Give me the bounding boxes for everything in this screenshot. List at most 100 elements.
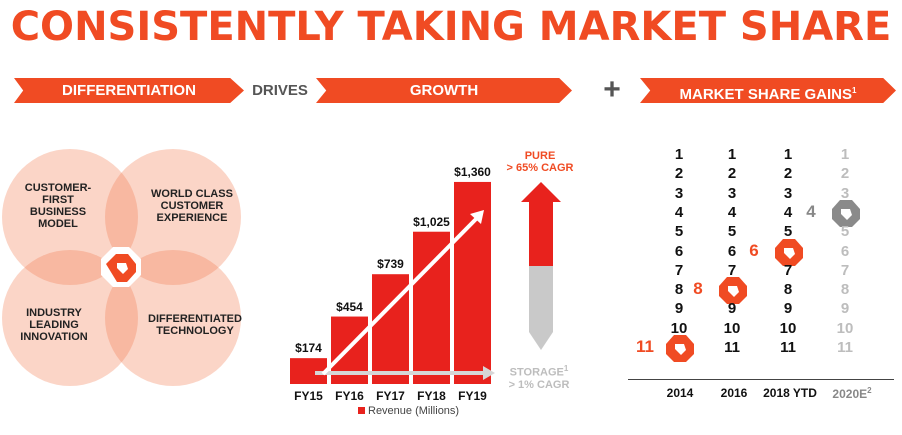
rank-number: 5 [840,223,850,241]
rank-number: 7 [727,261,737,279]
rank-number: 3 [783,184,793,202]
bar-category-label: FY15 [294,389,323,403]
pure-cagr-label: PURE > 65% CAGR [505,150,575,174]
venn-diagram [2,149,241,386]
venn-circle-top-right [105,149,241,285]
market-share-gains-footnote: 1 [852,86,857,95]
pure-cagr-value: > 65% CAGR [506,162,574,174]
rank-number: 1 [674,146,684,163]
rank-number: 8 [674,281,684,299]
revenue-bar-fy19 [454,181,491,384]
legend-swatch [358,407,365,414]
rank-number: 5 [674,223,684,241]
venn-circles [2,149,241,386]
venn-text-bottom-left: INDUSTRY LEADING INNOVATION [20,307,88,343]
rank-number: 9 [674,300,684,318]
rank-number: 5 [783,223,793,241]
bar-value-label: $454 [336,299,363,314]
rank-number: 2 [727,165,737,183]
rank-number: 7 [840,261,850,279]
venn-circle-top-left [2,149,138,285]
rank-number: 3 [840,184,850,202]
year-label: 2020E2 [832,386,872,401]
rank-number: 10 [779,319,797,337]
pure-rank-label: 11 [636,337,654,356]
storage-label: STORAGE [509,366,564,379]
rank-number: 9 [783,300,793,318]
venn-label-differentiated: DIFFERENTIATED TECHNOLOGY [138,313,252,337]
venn-circle-bottom-left [2,250,138,386]
plus-sign: + [603,73,621,106]
rank-number: 3 [674,184,684,202]
pure-trend-line [321,214,481,376]
bar-value-label: $1,360 [454,164,491,179]
rank-number: 4 [674,203,684,221]
page-title: CONSISTENTLY TAKING MARKET SHARE [10,4,892,50]
growth-banner: GROWTH [316,78,572,103]
year-label: 2016 [720,386,748,400]
pure-rank-label: 4 [806,201,816,221]
year-label: 2014 [666,386,694,400]
pure-storage-logo-icon [719,277,747,305]
rank-number: 6 [727,242,737,260]
pure-cagr-arrow [521,182,561,266]
storage-cagr-value: > 1% CAGR [508,378,570,391]
rank-number: 2 [840,165,850,183]
bar-category-label: FY16 [335,389,364,403]
cagr-arrow-graphic [521,182,561,350]
rank-number: 9 [840,300,850,318]
pure-label: PURE [524,150,556,162]
pure-rank-label: 6 [749,240,759,260]
rank-number: 1 [840,146,850,163]
rank-number: 2 [674,165,684,183]
bar-value-label: $739 [377,257,404,272]
rank-number: 4 [783,203,793,221]
storage-cagr-label: STORAGE1 > 1% CAGR [498,363,580,391]
rank-number: 6 [840,242,850,260]
pure-rank-label: 8 [693,279,703,299]
rank-number: 10 [723,319,741,337]
rank-number: 8 [840,281,850,299]
rank-number: 10 [836,319,854,337]
bar-category-label: FY17 [376,389,405,403]
bar-category-label: FY19 [458,389,487,403]
rank-number: 11 [780,339,796,356]
revenue-bar-fy18 [413,231,450,384]
market-share-gains-label: MARKET SHARE GAINS [679,86,853,103]
rank-number: 5 [727,223,737,241]
bar-category-label: FY18 [417,389,446,403]
rank-number: 8 [783,281,793,299]
rank-number: 9 [727,300,737,318]
year-footnote: 2 [867,386,872,395]
storage-footnote: 1 [563,364,569,373]
pure-storage-logo-icon [101,247,141,287]
rank-number: 10 [670,319,688,337]
bar-value-label: $1,025 [413,214,450,229]
rank-number: 11 [724,339,740,356]
pure-storage-logo-icon [775,238,803,266]
venn-label-customer-first: CUSTOMER- FIRST BUSINESS MODEL [16,182,100,230]
revenue-legend: Revenue (Millions) [358,405,459,417]
revenue-bar-chart [290,181,495,384]
rank-number: 1 [783,146,793,163]
bar-value-label: $174 [295,341,322,356]
pure-trend-arrowhead [470,210,484,224]
venn-text-bottom-right: DIFFERENTIATED TECHNOLOGY [148,313,242,337]
rank-number: 6 [674,242,684,260]
rank-number: 1 [727,146,737,163]
venn-text-top-right: WORLD CLASS CUSTOMER EXPERIENCE [151,188,233,224]
rank-number: 7 [674,261,684,279]
rank-number: 11 [837,339,853,356]
venn-circle-bottom-right [105,250,241,386]
venn-label-industry-leading: INDUSTRY LEADING INNOVATION [12,307,96,343]
rank-number: 3 [727,184,737,202]
venn-label-world-class: WORLD CLASS CUSTOMER EXPERIENCE [137,188,247,224]
differentiation-banner: DIFFERENTIATION [14,78,244,103]
market-share-gains-banner: MARKET SHARE GAINS1 [640,78,896,103]
storage-trend-arrowhead [483,366,495,380]
pure-storage-logo-icon [832,199,860,227]
rank-number: 7 [783,261,793,279]
year-label: 2018 YTD [763,386,817,400]
storage-cagr-arrow [529,266,553,350]
rank-number: 4 [727,203,737,221]
